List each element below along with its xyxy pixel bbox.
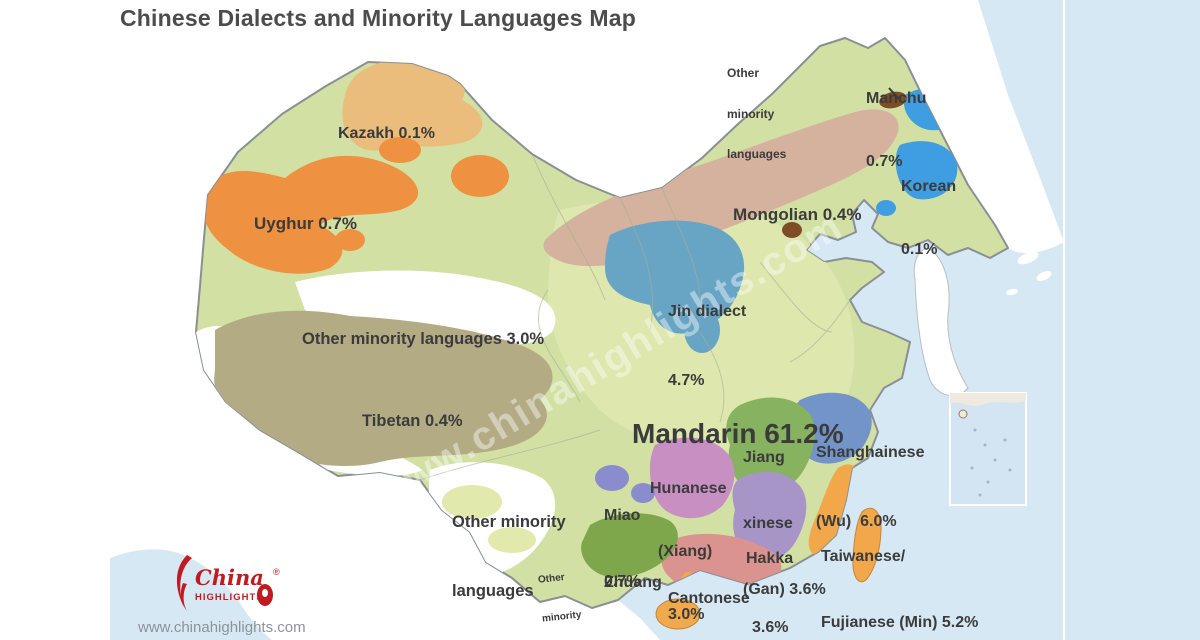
label-other-minority-3: Other minority languages 3.0% [302,330,545,349]
logo-sub: HIGHLIGHTS [195,592,264,603]
label-wu: Shanghainese (Wu) 6.0% [816,444,925,530]
label-jin: Jin dialect 4.7% [668,303,747,389]
map-title: Chinese Dialects and Minority Languages … [120,5,636,31]
sea [618,0,1200,640]
label-mongolian: Mongolian 0.4% [733,204,862,224]
region-zhuang [581,513,678,578]
logo-swoosh [176,555,192,609]
region-wu [794,392,872,464]
region-hakka [732,471,807,561]
label-kazakh: Kazakh 0.1% [338,125,435,142]
region-min-taiwan [852,507,882,583]
logo-name: China [195,565,264,590]
region-min [808,464,859,557]
label-gan: Jiang xinese (Gan) 3.6% [743,449,826,598]
label-korean: Korean 0.1% [901,178,957,258]
label-uyghur: Uyghur 0.7% [254,213,357,233]
label-manchu: Manchu 0.7% [866,90,927,170]
label-hakka: Hakka 3.6% [746,550,794,636]
region-tibetan [214,310,553,466]
region-miao [595,465,655,503]
label-yue: Cantonese (Yue) 4.5% [668,590,750,607]
korea-peninsula [913,247,969,396]
japan-islands [1006,251,1052,296]
language-regions [196,59,962,600]
region-jin [605,220,745,353]
region-uyghur [203,137,509,274]
manchu-pointer-line [888,87,900,100]
label-miao: Miao 0.7% [604,507,641,590]
region-xiang [649,437,735,519]
label-other-minority-southwest: Other minority languages [452,513,566,600]
sea-bay-of-bengal [110,549,272,640]
label-min: Taiwanese/ Fujianese (Min) 5.2% [821,548,979,631]
label-tibetan: Tibetan 0.4% [362,412,463,431]
logo-registered-mark: ® [273,567,280,577]
region-kazakh [342,59,483,151]
region-sw-pale2 [488,527,536,553]
website-url: www.chinahighlights.com [138,619,306,636]
region-gan [726,397,816,494]
label-other-minority-north: Other minority languages [727,66,787,161]
region-hainan [655,598,701,630]
label-xiang: Hunanese (Xiang) 3.0% [650,480,727,623]
china-highlights-logo: China HIGHLIGHTS ® [165,553,285,617]
province-borders [419,153,851,481]
south-china-sea-inset [949,392,1027,506]
region-sw-pale [442,485,502,519]
label-mandarin: Mandarin 61.2% [632,418,844,449]
label-zhuang: Zhuang 1.3% [604,574,662,591]
